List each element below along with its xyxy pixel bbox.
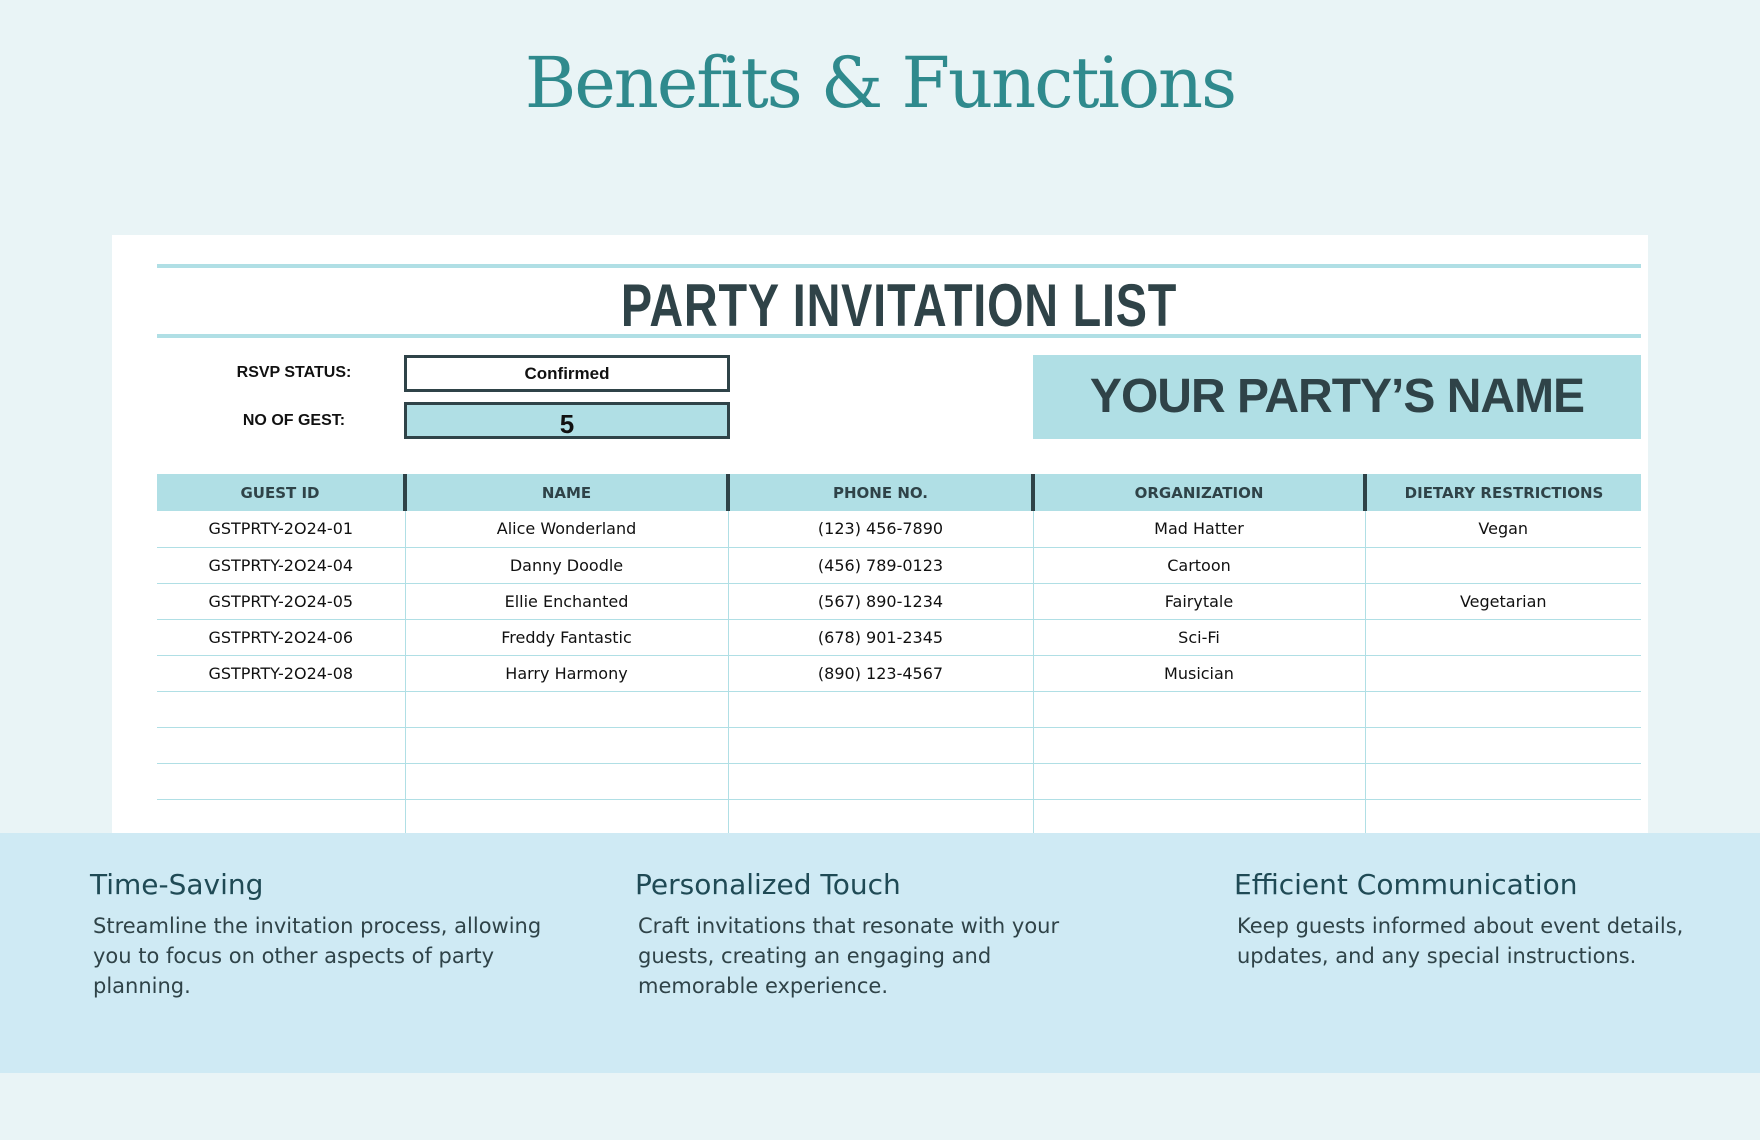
guest-table: GUEST ID NAME PHONE NO. ORGANIZATION DIETARY… xyxy=(157,474,1641,836)
table-cell[interactable] xyxy=(1364,727,1641,764)
table-cell[interactable] xyxy=(1364,691,1641,728)
spreadsheet-preview: PARTY INVITATION LIST RSVP STATUS: Confi… xyxy=(112,235,1648,836)
guests-label: NO OF GEST: xyxy=(242,412,346,429)
table-row: GSTPRTY-2O24-08 Harry Harmony (890) 123-45… xyxy=(157,655,1641,692)
table-cell[interactable] xyxy=(1364,655,1641,692)
table-cell[interactable]: Mad Hatter xyxy=(1032,511,1365,548)
table-cell[interactable]: GSTPRTY-2O24-06 xyxy=(157,619,405,656)
table-cell[interactable]: GSTPRTY-2O24-08 xyxy=(157,655,405,692)
feature-title: Efficient Communication xyxy=(1234,868,1578,901)
table-cell[interactable]: Freddy Fantastic xyxy=(404,619,728,656)
rsvp-status-field[interactable]: Confirmed xyxy=(404,355,730,392)
table-cell[interactable] xyxy=(727,763,1033,800)
column-header: ORGANIZATION xyxy=(1031,474,1365,511)
features-band: Time-Saving Streamline the invitation pr… xyxy=(0,833,1760,1073)
table-cell[interactable] xyxy=(157,763,405,800)
table-cell[interactable] xyxy=(404,799,728,836)
table-cell[interactable] xyxy=(1364,799,1641,836)
table-cell[interactable]: (123) 456-7890 xyxy=(727,511,1033,548)
feature-text: Streamline the invitation process, allow… xyxy=(93,914,542,998)
table-row xyxy=(157,691,1641,728)
guest-count-field[interactable]: 5 xyxy=(404,402,730,439)
table-cell[interactable]: Ellie Enchanted xyxy=(404,583,728,620)
table-row: GSTPRTY-2O24-04 Danny Doodle (456) 789-012… xyxy=(157,547,1641,584)
table-cell[interactable]: Alice Wonderland xyxy=(404,511,728,548)
rsvp-label: RSVP STATUS: xyxy=(236,364,352,381)
feature-time-saving: Time-Saving Streamline the invitation pr… xyxy=(90,868,550,1001)
table-header-row: GUEST ID NAME PHONE NO. ORGANIZATION DIETARY… xyxy=(157,474,1641,511)
feature-text: Craft invitations that resonate with you… xyxy=(638,914,1060,998)
table-cell[interactable]: (890) 123-4567 xyxy=(727,655,1033,692)
party-name-banner: YOUR PARTY’S NAME xyxy=(1033,355,1641,439)
table-cell[interactable] xyxy=(157,799,405,836)
table-cell[interactable]: (567) 890-1234 xyxy=(727,583,1033,620)
table-cell[interactable]: (456) 789-0123 xyxy=(727,547,1033,584)
table-row xyxy=(157,727,1641,764)
table-cell[interactable] xyxy=(404,763,728,800)
table-cell[interactable]: GSTPRTY-2O24-01 xyxy=(157,511,405,548)
feature-efficient-communication: Efficient Communication Keep guests info… xyxy=(1234,868,1694,971)
table-cell[interactable]: GSTPRTY-2O24-05 xyxy=(157,583,405,620)
feature-text: Keep guests informed about event details… xyxy=(1237,914,1684,968)
column-header: DIETARY RESTRICTIONS xyxy=(1363,474,1641,511)
table-row: GSTPRTY-2O24-06 Freddy Fantastic (678) 901… xyxy=(157,619,1641,656)
table-cell[interactable]: Vegetarian xyxy=(1364,583,1641,620)
feature-title: Time-Saving xyxy=(90,868,264,901)
table-cell[interactable] xyxy=(404,727,728,764)
column-header: NAME xyxy=(403,474,728,511)
table-row: GSTPRTY-2O24-01 Alice Wonderland (123) 456… xyxy=(157,511,1641,548)
feature-title: Personalized Touch xyxy=(635,868,901,901)
table-cell[interactable] xyxy=(1032,691,1365,728)
table-cell[interactable] xyxy=(404,691,728,728)
table-cell[interactable] xyxy=(157,727,405,764)
table-cell[interactable] xyxy=(157,691,405,728)
table-cell[interactable]: GSTPRTY-2O24-04 xyxy=(157,547,405,584)
table-cell[interactable] xyxy=(1032,763,1365,800)
table-cell[interactable] xyxy=(727,691,1033,728)
table-row xyxy=(157,799,1641,836)
table-cell[interactable]: Sci-Fi xyxy=(1032,619,1365,656)
table-cell[interactable] xyxy=(727,799,1033,836)
feature-personalized-touch: Personalized Touch Craft invitations tha… xyxy=(635,868,1095,1001)
table-cell[interactable]: Harry Harmony xyxy=(404,655,728,692)
table-cell[interactable]: Vegan xyxy=(1364,511,1641,548)
table-cell[interactable]: Danny Doodle xyxy=(404,547,728,584)
table-cell[interactable] xyxy=(1364,763,1641,800)
table-row: GSTPRTY-2O24-05 Ellie Enchanted (567) 890-… xyxy=(157,583,1641,620)
page-title: Benefits & Functions xyxy=(524,42,1237,124)
table-cell[interactable] xyxy=(1364,547,1641,584)
table-cell[interactable] xyxy=(1032,799,1365,836)
table-row xyxy=(157,763,1641,800)
table-cell[interactable]: Fairytale xyxy=(1032,583,1365,620)
sheet-title: PARTY INVITATION LIST xyxy=(620,272,1178,339)
table-cell[interactable] xyxy=(727,727,1033,764)
table-cell[interactable] xyxy=(1364,619,1641,656)
table-cell[interactable]: Cartoon xyxy=(1032,547,1365,584)
table-cell[interactable]: (678) 901-2345 xyxy=(727,619,1033,656)
divider xyxy=(157,264,1641,268)
table-cell[interactable] xyxy=(1032,727,1365,764)
column-header: GUEST ID xyxy=(157,474,405,511)
table-cell[interactable]: Musician xyxy=(1032,655,1365,692)
column-header: PHONE NO. xyxy=(726,474,1033,511)
divider xyxy=(157,334,1641,338)
